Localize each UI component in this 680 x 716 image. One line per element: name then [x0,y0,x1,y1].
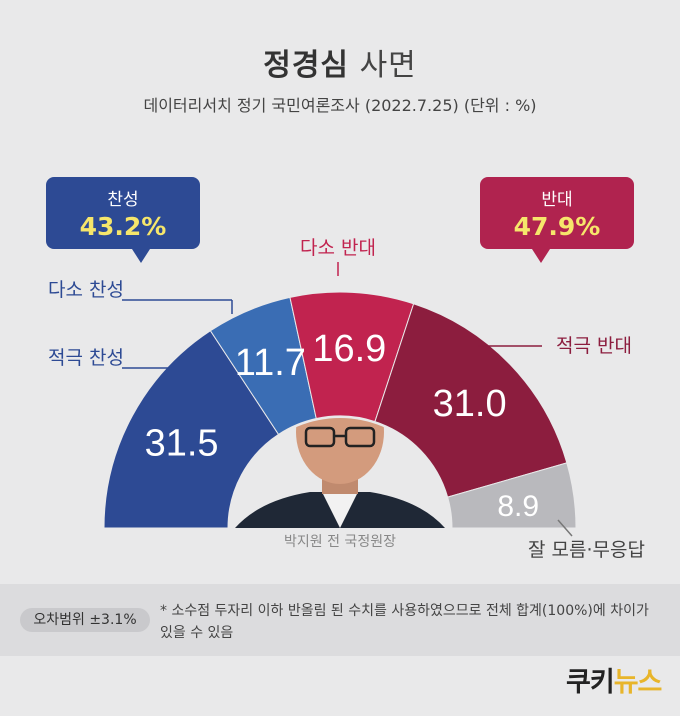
oppose-summary-label: 반대 [541,190,573,210]
approve-summary-value: 43.2% [79,212,167,241]
logo-accent: 뉴스 [613,667,663,698]
oppose-box-pointer [532,249,550,263]
approve-summary-box: 찬성 43.2% [46,177,200,249]
category-label-2: 다소 찬성 [48,279,124,301]
slice-5 [447,462,577,529]
category-label-3: 다소 반대 [300,237,376,259]
approve-summary-label: 찬성 [107,190,139,210]
slice-value-label-3: 16.9 [312,328,386,370]
person-photo [230,418,450,528]
footnote: * 소수점 두자리 이하 반올림 된 수치를 사용하였으므로 전체 합계(100… [160,603,649,641]
subtitle: 데이터리서치 정기 국민여론조사 (2022.7.25) (단위 : %) [143,96,537,115]
slice-1 [103,330,280,529]
title-bold: 정경심 [263,48,350,83]
slice-value-label-4: 31.0 [433,383,507,425]
category-label-1: 적극 찬성 [48,347,124,369]
slice-4 [374,303,568,498]
margin-of-error-badge: 오차범위 ±3.1% [20,608,150,632]
kuki-news-logo: 쿠키뉴스 [566,660,663,699]
photo-caption: 박지원 전 국정원장 [284,534,396,550]
oppose-summary-value: 47.9% [513,212,601,241]
slice-value-label-2: 11.7 [235,342,306,384]
title-rest: 사면 [359,48,417,83]
page-title: 정경심 사면 [0,40,680,84]
category-label-4: 적극 반대 [556,335,632,357]
logo-main: 쿠키 [566,667,615,698]
slice-value-label-5: 8.9 [497,490,539,523]
slice-value-label-1: 31.5 [145,423,219,465]
oppose-summary-box: 반대 47.9% [480,177,634,249]
category-label-5: 잘 모름·무응답 [528,539,645,561]
approve-box-pointer [132,249,150,263]
